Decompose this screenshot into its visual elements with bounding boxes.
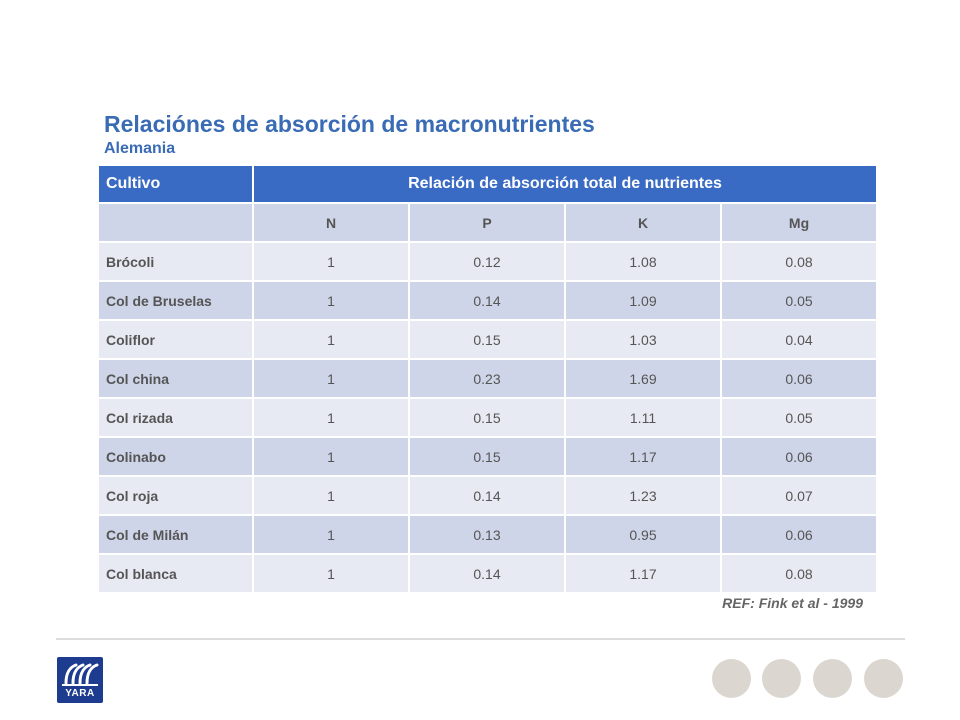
value-k: 1.17 xyxy=(564,436,722,477)
table-row: Col de Milán 1 0.13 0.95 0.06 xyxy=(97,514,879,555)
table-row: Colinabo 1 0.15 1.17 0.06 xyxy=(97,436,879,477)
crop-name: Col roja xyxy=(97,475,254,516)
nutrient-header-n: N xyxy=(252,202,410,243)
value-mg: 0.05 xyxy=(719,280,879,321)
crop-name: Col blanca xyxy=(97,553,254,594)
value-k: 0.95 xyxy=(564,514,722,555)
table-row: Col rizada 1 0.15 1.11 0.05 xyxy=(97,397,879,438)
slide-subtitle: Alemania xyxy=(104,140,176,157)
value-k: 1.08 xyxy=(564,241,722,282)
slide-title: Relaciónes de absorción de macronutrient… xyxy=(104,111,595,137)
reference-note: REF: Fink et al - 1999 xyxy=(722,595,863,611)
crop-name: Brócoli xyxy=(97,241,254,282)
value-n: 1 xyxy=(252,397,410,438)
value-p: 0.15 xyxy=(408,397,566,438)
decorative-dot xyxy=(864,659,903,698)
crop-name: Col de Bruselas xyxy=(97,280,254,321)
crop-name: Col de Milán xyxy=(97,514,254,555)
yara-logo: YARA xyxy=(57,657,103,703)
value-p: 0.15 xyxy=(408,436,566,477)
empty-header-cell xyxy=(97,202,254,243)
value-mg: 0.06 xyxy=(719,514,879,555)
crop-name: Coliflor xyxy=(97,319,254,360)
value-mg: 0.05 xyxy=(719,397,879,438)
table-row: Brócoli 1 0.12 1.08 0.08 xyxy=(97,241,879,282)
footer-divider xyxy=(56,638,905,640)
value-k: 1.11 xyxy=(564,397,722,438)
value-mg: 0.06 xyxy=(719,358,879,399)
value-p: 0.14 xyxy=(408,475,566,516)
value-n: 1 xyxy=(252,280,410,321)
value-mg: 0.06 xyxy=(719,436,879,477)
column-header-cultivo: Cultivo xyxy=(97,164,254,204)
value-n: 1 xyxy=(252,358,410,399)
table-row: Coliflor 1 0.15 1.03 0.04 xyxy=(97,319,879,360)
nutrient-header-k: K xyxy=(564,202,722,243)
value-mg: 0.07 xyxy=(719,475,879,516)
column-header-group: Relación de absorción total de nutriente… xyxy=(251,164,879,204)
value-mg: 0.08 xyxy=(719,241,879,282)
value-k: 1.09 xyxy=(564,280,722,321)
nutrient-header-mg: Mg xyxy=(719,202,879,243)
value-n: 1 xyxy=(252,241,410,282)
nutrient-header-p: P xyxy=(408,202,566,243)
value-p: 0.13 xyxy=(408,514,566,555)
value-p: 0.14 xyxy=(408,553,566,594)
value-k: 1.23 xyxy=(564,475,722,516)
decorative-dot xyxy=(712,659,751,698)
value-n: 1 xyxy=(252,514,410,555)
crop-name: Colinabo xyxy=(97,436,254,477)
yara-viking-ship-icon xyxy=(62,663,99,686)
value-n: 1 xyxy=(252,475,410,516)
value-k: 1.17 xyxy=(564,553,722,594)
value-n: 1 xyxy=(252,553,410,594)
table-row: Col de Bruselas 1 0.14 1.09 0.05 xyxy=(97,280,879,321)
value-p: 0.15 xyxy=(408,319,566,360)
value-p: 0.12 xyxy=(408,241,566,282)
value-n: 1 xyxy=(252,319,410,360)
value-k: 1.03 xyxy=(564,319,722,360)
decorative-dot xyxy=(762,659,801,698)
crop-name: Col rizada xyxy=(97,397,254,438)
absorption-table: Cultivo Relación de absorción total de n… xyxy=(97,164,879,594)
value-mg: 0.04 xyxy=(719,319,879,360)
value-mg: 0.08 xyxy=(719,553,879,594)
value-n: 1 xyxy=(252,436,410,477)
table-row: Col roja 1 0.14 1.23 0.07 xyxy=(97,475,879,516)
value-p: 0.14 xyxy=(408,280,566,321)
decorative-dot xyxy=(813,659,852,698)
value-p: 0.23 xyxy=(408,358,566,399)
value-k: 1.69 xyxy=(564,358,722,399)
crop-name: Col china xyxy=(97,358,254,399)
table-row: Col china 1 0.23 1.69 0.06 xyxy=(97,358,879,399)
table-row: Col blanca 1 0.14 1.17 0.08 xyxy=(97,553,879,594)
logo-text: YARA xyxy=(65,688,95,699)
